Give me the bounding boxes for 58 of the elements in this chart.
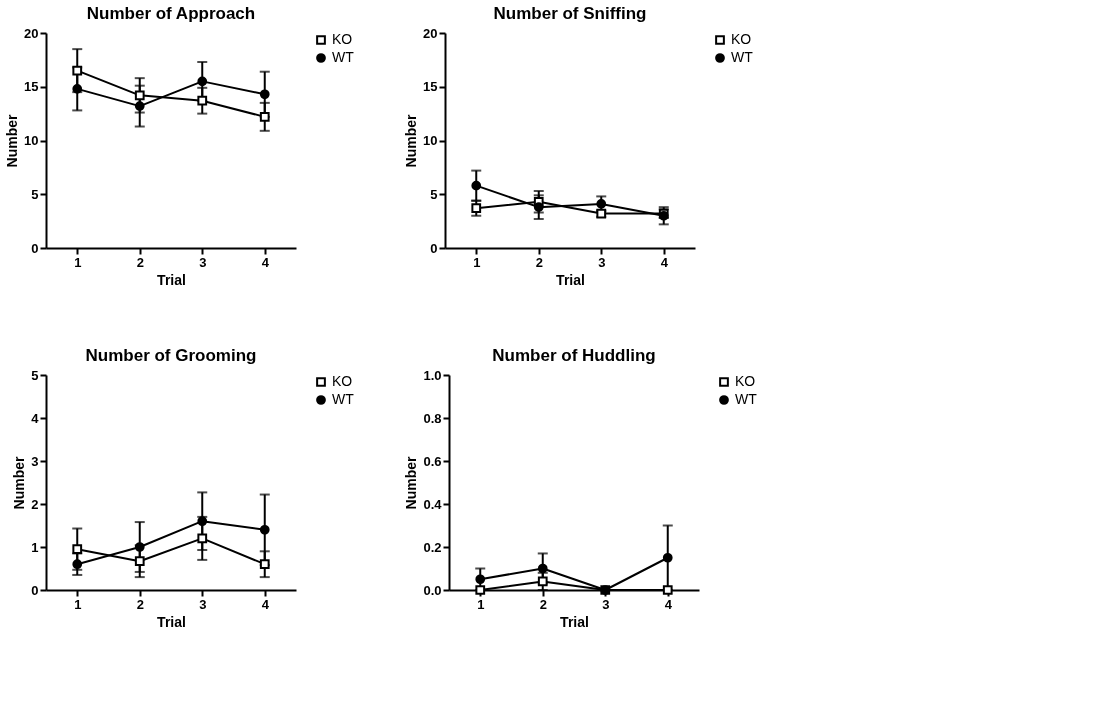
x-axis-title: Trial [560, 613, 589, 630]
chart-title: Number of Huddling [492, 346, 656, 365]
x-tick-label: 2 [136, 254, 144, 270]
x-tick-label: 1 [74, 596, 82, 612]
y-tick-label: 5 [430, 186, 438, 202]
y-tick-label: 0.6 [423, 453, 442, 469]
chart-title: Number of Sniffing [493, 4, 647, 23]
x-tick-label: 1 [473, 254, 481, 270]
x-axis-title: Trial [157, 613, 186, 630]
chart-title: Number of Grooming [85, 346, 257, 365]
y-axis-title: Number [11, 456, 28, 510]
legend-label: WT [735, 391, 758, 407]
x-tick-label: 3 [199, 596, 207, 612]
y-tick-label: 1.0 [423, 367, 442, 383]
x-tick-label: 2 [535, 254, 543, 270]
y-tick-label: 10 [423, 133, 438, 148]
legend-label: WT [332, 49, 355, 65]
y-tick-label: 10 [24, 133, 39, 148]
y-tick-label: 0 [31, 582, 39, 598]
y-axis-title: Number [403, 456, 420, 510]
x-axis-title: Trial [556, 271, 585, 288]
y-tick-label: 20 [24, 25, 39, 41]
y-axis-title: Number [403, 114, 420, 168]
x-tick-label: 4 [261, 254, 270, 270]
y-tick-label: 0.2 [423, 539, 442, 555]
x-tick-label: 2 [539, 596, 547, 612]
legend-label: KO [332, 373, 353, 389]
y-tick-label: 0.8 [423, 410, 442, 426]
y-tick-label: 4 [31, 410, 40, 426]
legend-label: KO [731, 31, 752, 47]
y-tick-label: 0.0 [423, 582, 442, 598]
x-tick-label: 3 [598, 254, 606, 270]
y-tick-label: 0.4 [423, 496, 443, 512]
x-axis-title: Trial [157, 271, 186, 288]
y-tick-label: 15 [423, 79, 438, 95]
y-tick-label: 1 [31, 539, 39, 555]
legend-label: WT [332, 391, 355, 407]
x-tick-label: 2 [136, 596, 144, 612]
y-axis-title: Number [4, 114, 21, 168]
y-tick-label: 15 [24, 79, 39, 95]
y-tick-label: 0 [430, 240, 438, 256]
legend-label: KO [332, 31, 353, 47]
y-tick-label: 0 [31, 240, 39, 256]
x-tick-label: 3 [602, 596, 610, 612]
x-tick-label: 4 [664, 596, 673, 612]
x-tick-label: 4 [261, 596, 270, 612]
chart-title: Number of Approach [86, 4, 256, 23]
legend-label: KO [735, 373, 756, 389]
y-tick-label: 20 [423, 25, 438, 41]
y-tick-label: 3 [31, 453, 39, 469]
y-tick-label: 5 [31, 367, 39, 383]
legend-label: WT [731, 49, 754, 65]
x-tick-label: 3 [199, 254, 207, 270]
x-tick-label: 1 [477, 596, 485, 612]
y-tick-label: 5 [31, 186, 39, 202]
x-tick-label: 1 [74, 254, 82, 270]
y-tick-label: 2 [31, 496, 39, 512]
x-tick-label: 4 [660, 254, 669, 270]
